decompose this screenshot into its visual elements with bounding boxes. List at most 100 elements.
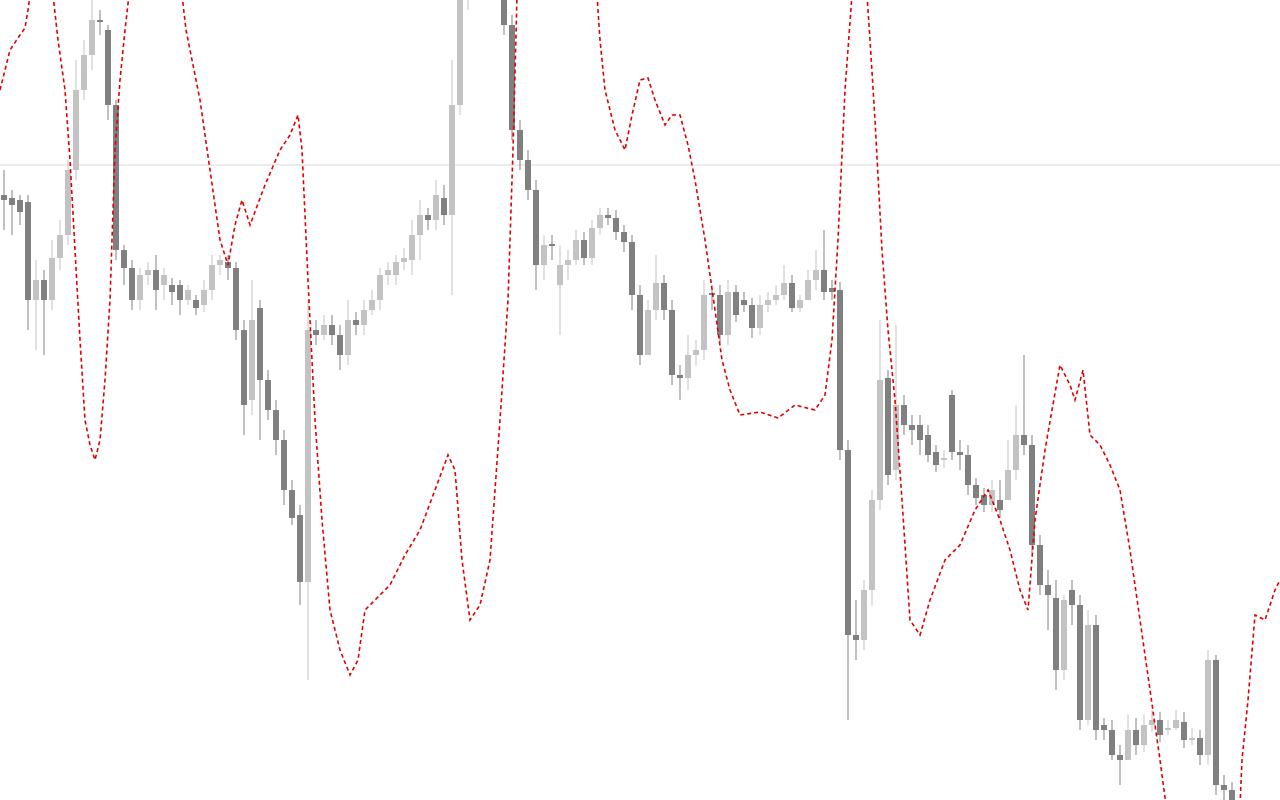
- candle-body: [541, 245, 547, 265]
- candle-body: [557, 265, 563, 285]
- candle-body: [1173, 720, 1179, 728]
- candle-body: [685, 355, 691, 378]
- candle-body: [385, 270, 391, 275]
- candle-body: [1069, 590, 1075, 605]
- candle-body: [693, 350, 699, 355]
- candle-body: [1181, 722, 1187, 740]
- candle-body: [161, 275, 167, 285]
- candle-body: [1101, 725, 1107, 730]
- candle-body: [597, 215, 603, 228]
- candle-body: [185, 290, 191, 300]
- candle-body: [933, 452, 939, 465]
- candle-body: [845, 450, 851, 635]
- candle-body: [909, 425, 915, 430]
- candle-body: [1197, 738, 1203, 755]
- candle-body: [25, 202, 31, 300]
- candle-body: [129, 268, 135, 300]
- candle-body: [925, 435, 931, 455]
- candle-body: [169, 285, 175, 292]
- candle-body: [1149, 720, 1155, 725]
- candle-body: [837, 290, 843, 450]
- candle-body: [289, 490, 295, 518]
- candle-body: [781, 283, 787, 295]
- candle-body: [869, 500, 875, 590]
- candle-body: [97, 20, 103, 22]
- candle-body: [965, 455, 971, 485]
- candle-body: [153, 270, 159, 290]
- candle-body: [73, 90, 79, 170]
- candle-body: [629, 242, 635, 295]
- candle-body: [829, 288, 835, 292]
- candle-body: [1037, 545, 1043, 585]
- candle-body: [1029, 445, 1035, 545]
- candle-body: [257, 308, 263, 380]
- candle-body: [1205, 660, 1211, 755]
- candle-body: [1093, 625, 1099, 730]
- candle-body: [757, 305, 763, 328]
- candle-body: [813, 270, 819, 280]
- candle-body: [193, 300, 199, 308]
- candle-body: [973, 485, 979, 498]
- indicator-line: [866, 0, 1167, 800]
- candle-body: [313, 330, 319, 335]
- candle-body: [89, 20, 95, 55]
- candle-body: [517, 130, 523, 160]
- candle-body: [861, 590, 867, 640]
- candle-body: [457, 0, 463, 105]
- candle-body: [773, 295, 779, 300]
- candle-body: [1229, 790, 1235, 800]
- candle-body: [433, 195, 439, 220]
- candle-body: [145, 270, 151, 275]
- candle-body: [305, 330, 311, 582]
- candle-body: [321, 325, 327, 335]
- candle-body: [65, 170, 71, 235]
- candle-body: [361, 310, 367, 325]
- candle-body: [1085, 625, 1091, 720]
- candle-body: [409, 235, 415, 260]
- candle-body: [949, 395, 955, 452]
- candle-body: [509, 25, 515, 130]
- candle-body: [377, 275, 383, 300]
- candle-body: [917, 425, 923, 440]
- candle-body: [853, 635, 859, 640]
- candle-body: [345, 320, 351, 355]
- candle-body: [121, 250, 127, 268]
- candle-body: [749, 305, 755, 328]
- candle-body: [501, 0, 507, 25]
- candle-body: [17, 200, 23, 212]
- candle-body: [1021, 435, 1027, 445]
- candle-body: [885, 378, 891, 475]
- candle-body: [1005, 470, 1011, 500]
- candle-body: [49, 258, 55, 300]
- candle-body: [81, 55, 87, 90]
- indicator-line: [0, 0, 31, 91]
- candle-body: [901, 405, 907, 425]
- candle-body: [105, 30, 111, 105]
- candle-body: [1157, 720, 1163, 735]
- candle-body: [717, 295, 723, 335]
- candle-body: [957, 452, 963, 455]
- candle-body: [573, 240, 579, 260]
- candle-body: [1221, 785, 1227, 790]
- candle-body: [273, 410, 279, 440]
- indicator-line: [52, 0, 130, 463]
- candle-body: [789, 283, 795, 308]
- indicator-line: [596, 0, 853, 419]
- indicator-line: [1239, 579, 1280, 800]
- candle-body: [821, 270, 827, 292]
- candle-body: [329, 325, 335, 335]
- candle-body: [33, 280, 39, 300]
- candle-body: [741, 300, 747, 305]
- indicator-line: [181, 0, 518, 677]
- candle-body: [297, 515, 303, 582]
- candle-body: [1109, 730, 1115, 755]
- candle-body: [1013, 435, 1019, 470]
- candle-body: [1189, 738, 1195, 740]
- candle-body: [997, 500, 1003, 510]
- candle-body: [1, 195, 7, 200]
- candle-body: [241, 330, 247, 405]
- candle-body: [441, 198, 447, 215]
- candle-body: [581, 240, 587, 258]
- candle-body: [725, 292, 731, 335]
